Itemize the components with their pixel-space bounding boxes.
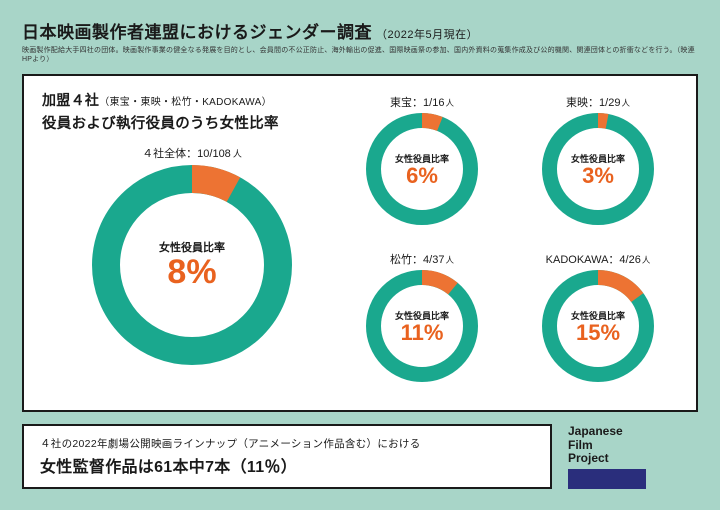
company-label: KADOKAWA：4/26人 bbox=[546, 251, 651, 267]
company-donut: 女性役員比率 15% bbox=[542, 270, 654, 382]
company-donut: 女性役員比率 6% bbox=[366, 113, 478, 225]
bottom-line2: 女性監督作品は61本中7本（11％） bbox=[40, 453, 534, 477]
overall-donut: 女性役員比率 8% bbox=[92, 165, 292, 365]
logo-line2: Film bbox=[568, 439, 593, 453]
company-donut-center: 女性役員比率 3% bbox=[571, 152, 625, 187]
company-label-text: KADOKAWA：4/26 bbox=[546, 254, 641, 266]
company-label-suffix: 人 bbox=[621, 98, 630, 108]
company-chart: 松竹：4/37人 女性役員比率 11% bbox=[342, 251, 502, 400]
overall-center-pct: 8% bbox=[159, 255, 225, 291]
overall-chart-wrap: ４社全体：10/108人 女性役員比率 8% bbox=[42, 145, 342, 365]
company-donut: 女性役員比率 11% bbox=[366, 270, 478, 382]
company-label: 東宝：1/16人 bbox=[390, 94, 454, 110]
overall-label-text: ４社全体：10/108 bbox=[142, 148, 231, 160]
left-column: 加盟４社（東宝・東映・松竹・KADOKAWA） 役員および執行役員のうち女性比率… bbox=[42, 90, 342, 400]
company-label: 松竹：4/37人 bbox=[390, 251, 454, 267]
logo-block: Japanese Film Project bbox=[568, 425, 698, 489]
title-text: 日本映画製作者連盟におけるジェンダー調査 bbox=[22, 23, 372, 42]
company-label-text: 東映：1/29 bbox=[566, 97, 620, 109]
company-center-pct: 3% bbox=[571, 165, 625, 187]
panel-heading-line1: 加盟４社（東宝・東映・松竹・KADOKAWA） bbox=[42, 90, 342, 110]
company-label: 東映：1/29人 bbox=[566, 94, 630, 110]
main-panel: 加盟４社（東宝・東映・松竹・KADOKAWA） 役員および執行役員のうち女性比率… bbox=[22, 74, 698, 412]
company-center-pct: 11% bbox=[395, 322, 449, 344]
bottom-row: ４社の2022年劇場公開映画ラインナップ（アニメーション作品含む）における 女性… bbox=[22, 424, 698, 489]
logo-line1: Japanese bbox=[568, 425, 623, 439]
company-donut-center: 女性役員比率 15% bbox=[571, 309, 625, 344]
company-label-text: 東宝：1/16 bbox=[390, 97, 444, 109]
bottom-box: ４社の2022年劇場公開映画ラインナップ（アニメーション作品含む）における 女性… bbox=[22, 424, 552, 489]
company-center-pct: 6% bbox=[395, 165, 449, 187]
page-title: 日本映画製作者連盟におけるジェンダー調査 （2022年5月現在） bbox=[22, 18, 698, 43]
logo-bar bbox=[568, 469, 646, 489]
panel-heading-line2: 役員および執行役員のうち女性比率 bbox=[42, 112, 342, 133]
company-chart: 東映：1/29人 女性役員比率 3% bbox=[518, 94, 678, 243]
company-center-pct: 15% bbox=[571, 322, 625, 344]
company-chart: 東宝：1/16人 女性役員比率 6% bbox=[342, 94, 502, 243]
overall-chart-label: ４社全体：10/108人 bbox=[142, 145, 242, 161]
bottom-line1: ４社の2022年劇場公開映画ラインナップ（アニメーション作品含む）における bbox=[40, 436, 534, 451]
company-donut: 女性役員比率 3% bbox=[542, 113, 654, 225]
heading-sub: （東宝・東映・松竹・KADOKAWA） bbox=[99, 97, 272, 108]
logo-line3: Project bbox=[568, 452, 609, 466]
company-donut-center: 女性役員比率 6% bbox=[395, 152, 449, 187]
overall-label-suffix: 人 bbox=[233, 149, 242, 159]
company-label-suffix: 人 bbox=[445, 255, 454, 265]
company-chart: KADOKAWA：4/26人 女性役員比率 15% bbox=[518, 251, 678, 400]
company-label-suffix: 人 bbox=[642, 255, 651, 265]
heading-main: 加盟４社 bbox=[42, 92, 99, 108]
subtitle-description: 映画製作配給大手四社の団体。映画製作事業の健全なる発展を目的とし、会員間の不公正… bbox=[22, 46, 698, 64]
overall-donut-center: 女性役員比率 8% bbox=[159, 239, 225, 291]
company-label-suffix: 人 bbox=[445, 98, 454, 108]
company-label-text: 松竹：4/37 bbox=[390, 254, 444, 266]
title-note: （2022年5月現在） bbox=[376, 29, 478, 41]
company-donut-center: 女性役員比率 11% bbox=[395, 309, 449, 344]
right-column: 東宝：1/16人 女性役員比率 6% 東映：1/29人 女性役員比率 3% bbox=[342, 90, 678, 400]
